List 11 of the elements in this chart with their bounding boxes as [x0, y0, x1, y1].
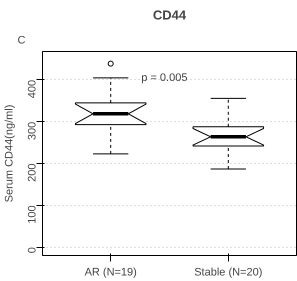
y-tick-label: 100 — [26, 205, 38, 224]
text: C — [18, 34, 26, 46]
annotation: p = 0.005 — [141, 72, 188, 84]
y-tick-label: 0 — [26, 247, 38, 254]
y-axis-title: Serum CD44(ng/ml) — [4, 104, 16, 202]
y-tick-label: 200 — [26, 164, 38, 182]
chart-title: CD44 — [152, 8, 187, 22]
y-tick-label: 400 — [26, 80, 38, 98]
y-tick-label: 300 — [26, 122, 38, 140]
x-tick-label: AR (N=19) — [84, 266, 137, 278]
x-tick-label: Stable (N=20) — [194, 266, 262, 278]
